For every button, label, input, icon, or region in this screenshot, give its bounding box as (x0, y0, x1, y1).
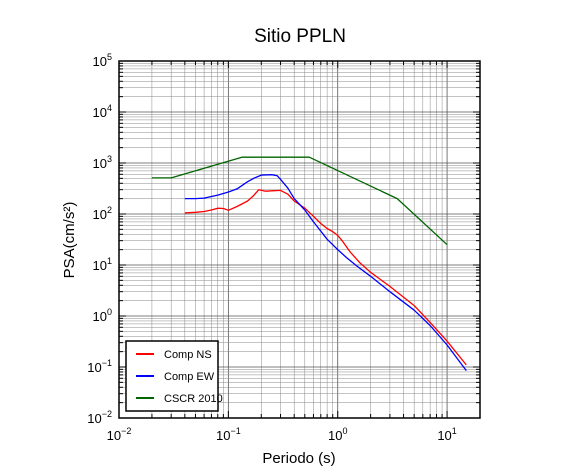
y-tick-label: 102 (93, 205, 112, 222)
y-tick-label: 101 (93, 256, 112, 273)
legend: Comp NS Comp EW CSCR 2010 (125, 340, 223, 412)
series-line-2 (184, 174, 467, 371)
series-layer (151, 156, 467, 371)
series-line-1 (184, 189, 467, 366)
x-tick-label: 100 (328, 426, 347, 443)
legend-label: Comp NS (164, 349, 212, 361)
y-tick-label: 104 (93, 103, 112, 120)
x-axis-label: Periodo (s) (262, 450, 335, 467)
legend-label: CSCR 2010 (164, 393, 223, 405)
x-tick-label: 10−2 (107, 426, 132, 443)
grid (118, 60, 481, 419)
y-tick-label: 10−2 (87, 409, 112, 426)
y-tick-label: 100 (93, 307, 112, 324)
chart-title: Sitio PPLN (254, 26, 346, 47)
y-tick-label: 103 (93, 154, 112, 171)
series-line-3 (151, 156, 448, 246)
x-tick-labels: 10−2 10−1 100 101 (107, 426, 457, 443)
ticks (118, 60, 481, 419)
x-tick-label: 10−1 (216, 426, 241, 443)
y-tick-labels: 10−2 10−1 100 101 102 103 104 105 (87, 52, 112, 426)
y-tick-label: 10−1 (87, 358, 112, 375)
legend-label: Comp EW (164, 371, 215, 383)
plot-frame (118, 60, 481, 419)
x-tick-label: 101 (437, 426, 456, 443)
y-axis-label: PSA(cm/s²) (61, 202, 78, 279)
y-tick-label: 105 (93, 52, 112, 69)
